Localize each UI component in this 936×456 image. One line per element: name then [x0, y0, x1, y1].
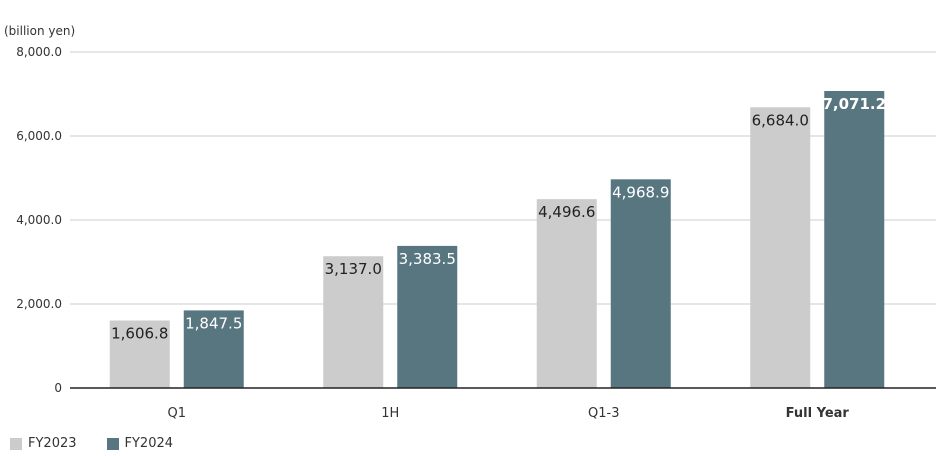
value-label: 3,137.0: [325, 260, 382, 278]
value-label: 4,968.9: [612, 183, 669, 201]
value-label: 7,071.2: [822, 95, 886, 113]
y-axis-unit-label: (billion yen): [4, 24, 75, 38]
bar-fy2024-full-year: [824, 91, 885, 389]
legend-item-fy2023: FY2023: [10, 436, 77, 451]
legend-label-fy2024: FY2024: [124, 436, 174, 451]
y-tick-label: 6,000.0: [16, 129, 62, 143]
y-axis-ticks: 0 2,000.0 4,000.0 6,000.0 8,000.0: [16, 45, 62, 395]
y-tick-label: 4,000.0: [16, 213, 62, 227]
legend-swatch-fy2023: [10, 437, 22, 450]
legend-label-fy2023: FY2023: [28, 436, 77, 451]
x-category-label: Full Year: [786, 406, 850, 421]
bar-fy2023-q1: [109, 320, 170, 388]
value-label: 3,383.5: [399, 250, 456, 268]
bar-fy2024-q1-3: [610, 179, 671, 388]
y-tick-label: 0: [54, 381, 62, 395]
bars: [109, 91, 885, 389]
bar-fy2023-1h: [323, 256, 384, 388]
value-label: 1,847.5: [185, 314, 242, 332]
legend: FY2023 FY2024: [10, 436, 173, 451]
value-label: 4,496.6: [538, 203, 595, 221]
chart-svg: (billion yen) 0 2,000.0 4,000.0 6,000.0 8,00…: [4, 24, 936, 421]
legend-swatch-fy2024: [106, 437, 119, 450]
value-label: 6,684.0: [752, 111, 809, 129]
bar-fy2024-q1: [183, 310, 244, 388]
y-tick-label: 8,000.0: [16, 45, 62, 59]
bar-fy2024-1h: [397, 245, 458, 388]
bar-fy2023-full-year: [750, 107, 811, 388]
x-category-label: Q1-3: [588, 406, 619, 421]
value-label: 1,606.8: [111, 325, 168, 343]
bar-fy2023-q1-3: [536, 199, 597, 388]
value-labels: 1,606.8 1,847.5 3,137.0 3,383.5 4,496.6 4,968…: [111, 95, 886, 343]
legend-item-fy2024: FY2024: [106, 436, 174, 451]
x-category-label: 1H: [381, 406, 399, 421]
x-category-label: Q1: [167, 406, 186, 421]
x-axis-categories: Q1 1H Q1-3 Full Year: [167, 406, 849, 421]
y-tick-label: 2,000.0: [16, 297, 62, 311]
